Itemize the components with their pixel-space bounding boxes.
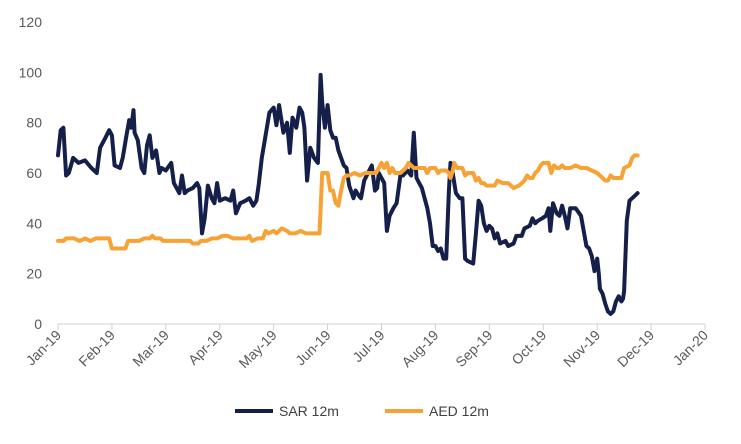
x-axis-tick-labels: Jan-19 Feb-19 Mar-19 Apr-19 May-19 Jun-19 Jul-… [23, 327, 712, 371]
y-tick-label: 120 [19, 14, 43, 30]
x-tick-label: Mar-19 [129, 327, 172, 370]
y-axis-tick-labels: 0 20 40 60 80 100 120 [19, 14, 43, 332]
legend-label: AED 12m [429, 403, 489, 419]
y-tick-label: 100 [19, 64, 43, 80]
legend-label: SAR 12m [279, 403, 339, 419]
x-tick-label: Jul-19 [349, 327, 387, 365]
x-tick-label: Sep-19 [452, 327, 495, 370]
x-tick-label: Jan-20 [670, 327, 712, 369]
x-tick-label: May-19 [235, 327, 279, 371]
x-tick-label: Apr-19 [185, 327, 226, 368]
y-tick-label: 80 [26, 115, 42, 131]
x-axis [57, 323, 706, 330]
series-line-aed-12m [56, 153, 640, 251]
x-tick-label: Nov-19 [560, 327, 603, 370]
legend: SAR 12m AED 12m [235, 403, 489, 419]
x-tick-label: Jan-19 [23, 327, 65, 369]
series-line-sar-12m [56, 72, 640, 316]
chart-series [56, 72, 640, 316]
y-tick-label: 40 [26, 215, 42, 231]
x-tick-label: Aug-19 [398, 327, 441, 370]
y-tick-label: 60 [26, 165, 42, 181]
y-tick-label: 0 [34, 316, 42, 332]
x-tick-label: Oct-19 [508, 327, 549, 368]
x-tick-label: Dec-19 [614, 327, 657, 370]
y-tick-label: 20 [26, 266, 42, 282]
x-tick-label: Feb-19 [75, 327, 118, 370]
x-tick-label: Jun-19 [292, 327, 334, 369]
